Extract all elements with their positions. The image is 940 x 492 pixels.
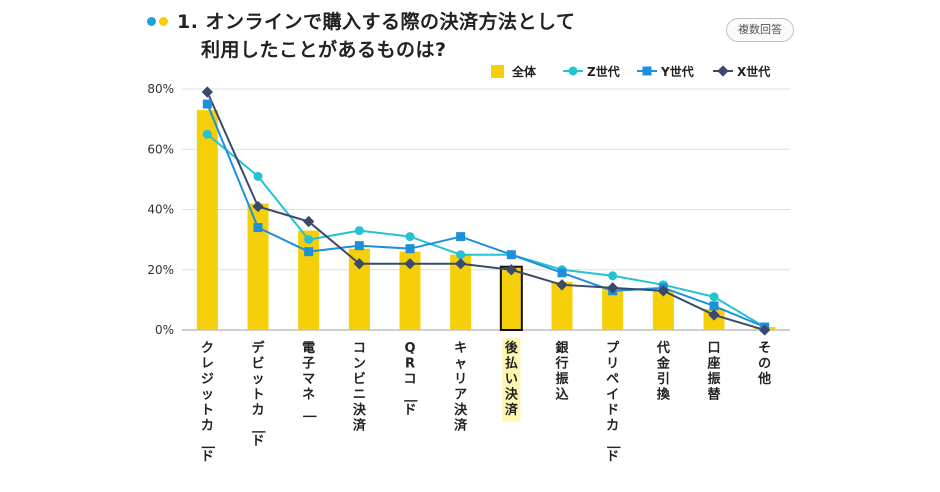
data-point-square — [405, 244, 415, 254]
data-point-diamond — [201, 86, 213, 98]
legend-marker-circle — [568, 66, 578, 76]
data-point-circle — [253, 171, 263, 181]
y-tick-label: 40% — [147, 203, 174, 217]
data-point-square — [709, 301, 719, 311]
legend-marker-diamond — [717, 65, 729, 77]
legend-label: Y世代 — [660, 64, 694, 79]
data-point-square — [354, 241, 364, 251]
data-point-circle — [405, 232, 415, 242]
x-tick-label: デビットカ|ド — [251, 340, 266, 449]
x-tick-label: 代金引換 — [656, 340, 671, 403]
data-point-diamond — [252, 200, 264, 213]
data-point-diamond — [657, 285, 669, 297]
data-point-diamond — [303, 215, 315, 228]
data-point-circle — [608, 271, 618, 281]
series-line — [206, 133, 766, 328]
y-tick-label: 0% — [155, 323, 174, 337]
bar — [551, 281, 573, 330]
data-point-circle — [354, 226, 364, 236]
bar — [652, 290, 674, 330]
data-point-square — [253, 223, 263, 233]
bar — [247, 203, 269, 330]
blue-dot-icon — [147, 17, 156, 26]
yellow-dot-icon — [159, 17, 168, 26]
legend-swatch-bar — [491, 65, 504, 78]
legend-label: 全体 — [511, 64, 537, 79]
data-point-diamond — [353, 258, 365, 270]
x-tick-label: コンビニ決済 — [353, 341, 367, 434]
multiple-answer-badge: 複数回答 — [726, 18, 794, 42]
data-point-circle — [304, 235, 314, 245]
data-point-circle — [709, 292, 719, 302]
chart-title-line-1: 1. オンラインで購入する際の決済方法として — [177, 11, 576, 33]
data-point-circle — [202, 129, 212, 139]
data-point-square — [456, 232, 466, 242]
chart-title-line-2: 利用したことがあるものは? — [201, 39, 447, 61]
chart-title: 1. オンラインで購入する際の決済方法として 利用したことがあるものは? — [177, 8, 575, 64]
bar — [602, 287, 624, 330]
data-point-diamond — [607, 282, 619, 294]
legend-label: X世代 — [737, 64, 770, 79]
data-point-diamond — [759, 324, 771, 336]
x-tick-label: 後払い決済 — [505, 340, 519, 418]
data-point-diamond — [708, 309, 720, 321]
bar — [450, 254, 472, 330]
data-point-square — [506, 250, 516, 260]
legend-marker-square — [642, 66, 652, 76]
bar — [399, 251, 421, 330]
x-tick-label: キャリア決済 — [454, 341, 468, 434]
data-point-diamond — [404, 258, 416, 270]
data-point-square — [304, 247, 314, 257]
bar — [499, 265, 523, 331]
x-tick-label: 電子マネ| — [302, 341, 317, 419]
data-point-diamond — [505, 264, 517, 276]
data-point-square — [202, 99, 212, 109]
series-line — [206, 91, 765, 331]
x-tick-label: クレジットカ|ド — [201, 341, 216, 465]
data-point-diamond — [556, 279, 568, 291]
legend-label: Z世代 — [587, 64, 620, 79]
x-tick-label: Q R コ|ド — [403, 341, 418, 418]
y-tick-label: 60% — [147, 142, 174, 156]
x-tick-label: 銀行振込 — [554, 340, 569, 403]
data-point-circle — [456, 250, 466, 260]
x-tick-label: 口座振替 — [706, 341, 721, 403]
y-tick-label: 20% — [147, 263, 174, 277]
bar — [348, 248, 370, 330]
series-line — [206, 103, 766, 328]
bar — [196, 110, 218, 331]
data-point-diamond — [455, 258, 467, 270]
y-tick-label: 80% — [147, 82, 174, 96]
bar — [298, 230, 320, 330]
x-tick-label: その他 — [757, 341, 771, 387]
x-tick-label: プリペイドカ|ド — [606, 341, 621, 465]
data-point-square — [557, 268, 567, 278]
highlight-label-background — [502, 338, 521, 422]
